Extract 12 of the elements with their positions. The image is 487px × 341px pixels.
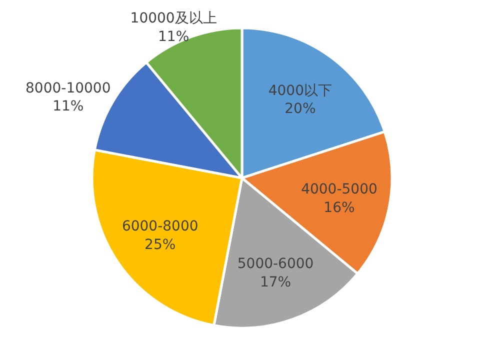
data-label: 11%	[158, 28, 190, 45]
slice-label: 4000-5000	[301, 182, 378, 198]
slice-label: 4000以下	[268, 82, 332, 99]
data-label: 17%	[260, 274, 292, 290]
slice-label: 5000-6000	[237, 256, 314, 272]
slice-label: 6000-8000	[122, 218, 198, 235]
data-label: 20%	[284, 101, 316, 118]
slice-label: 8000-10000	[26, 80, 111, 97]
data-label: 16%	[324, 200, 355, 216]
data-label: 11%	[52, 98, 84, 115]
data-label: 25%	[144, 236, 176, 253]
slice-label: 10000及以上	[130, 10, 217, 27]
